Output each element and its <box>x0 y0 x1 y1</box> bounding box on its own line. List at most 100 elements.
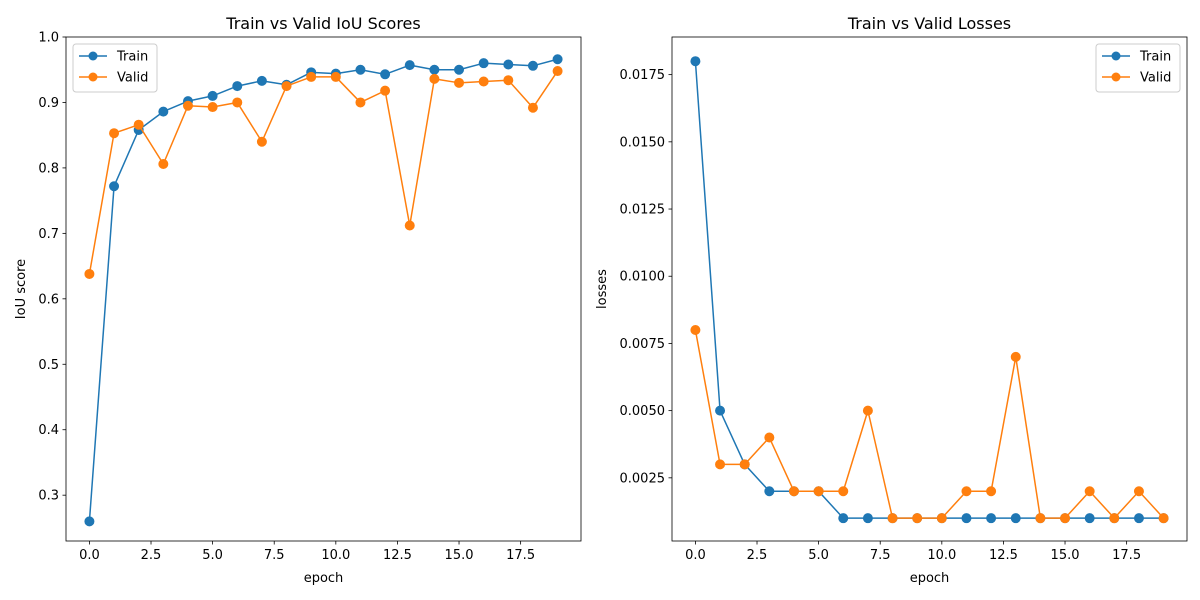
data-point-valid <box>404 220 415 231</box>
x-axis-label: epoch <box>304 571 344 586</box>
legend-label: Train <box>116 50 148 65</box>
y-tick-label: 0.0075 <box>620 337 666 352</box>
data-point-train <box>715 405 726 416</box>
x-tick-label: 17.5 <box>1112 548 1141 563</box>
x-tick-label: 12.5 <box>989 548 1018 563</box>
legend-marker <box>88 51 98 61</box>
data-point-train <box>527 60 538 71</box>
data-point-train <box>207 90 218 101</box>
data-point-train <box>478 58 489 69</box>
y-tick-label: 0.0175 <box>620 68 666 83</box>
data-point-train <box>986 513 997 524</box>
data-point-valid <box>739 459 750 470</box>
legend-marker <box>88 72 98 82</box>
chart-panel-1: 0.0 2.5 5.0 7.5 10.0 12.5 15.0 17.5 0.3 0.4 0.5 0.6… <box>14 14 582 586</box>
x-tick-label: 17.5 <box>506 548 535 563</box>
x-tick-label: 10.0 <box>927 548 956 563</box>
x-tick-label: 5.0 <box>808 548 829 563</box>
data-point-valid <box>961 486 972 497</box>
y-axis-label: IoU score <box>14 259 29 319</box>
x-tick-label: 7.5 <box>264 548 285 563</box>
y-tick-label: 0.8 <box>38 161 59 176</box>
data-point-train <box>862 513 873 524</box>
data-point-train <box>1010 513 1021 524</box>
data-point-valid <box>986 486 997 497</box>
chart-panel-2: 0.0 2.5 5.0 7.5 10.0 12.5 15.0 17.5 0.0025 0.0050… <box>595 14 1188 586</box>
data-point-valid <box>133 119 144 130</box>
x-tick-label: 7.5 <box>870 548 891 563</box>
data-point-train <box>690 56 701 67</box>
data-point-valid <box>527 102 538 113</box>
data-point-valid <box>281 81 292 92</box>
data-point-train <box>429 64 440 75</box>
data-point-valid <box>887 513 898 524</box>
data-point-valid <box>862 405 873 416</box>
data-point-valid <box>478 76 489 87</box>
data-point-valid <box>936 513 947 524</box>
data-point-train <box>961 513 972 524</box>
data-point-train <box>404 60 415 71</box>
y-tick-label: 0.9 <box>38 96 59 111</box>
y-tick-label: 0.0150 <box>620 135 666 150</box>
data-point-valid <box>1109 513 1120 524</box>
data-point-valid <box>788 486 799 497</box>
data-point-train <box>380 69 391 80</box>
x-tick-label: 2.5 <box>141 548 162 563</box>
y-tick-label: 0.3 <box>38 489 59 504</box>
legend-marker <box>1111 72 1121 82</box>
y-tick-label: 0.5 <box>38 358 59 373</box>
legend-label: Valid <box>117 71 148 86</box>
data-point-valid <box>207 102 218 113</box>
x-tick-label: 0.0 <box>79 548 100 563</box>
data-point-valid <box>1010 351 1021 362</box>
data-point-train <box>256 75 267 86</box>
chart-title: Train vs Valid Losses <box>847 14 1011 33</box>
data-point-valid <box>715 459 726 470</box>
x-tick-label: 0.0 <box>685 548 706 563</box>
data-point-valid <box>84 268 95 279</box>
plot-area <box>671 36 1188 542</box>
data-point-valid <box>232 97 243 108</box>
data-point-train <box>1084 513 1095 524</box>
legend-label: Valid <box>1140 71 1171 86</box>
data-point-valid <box>158 158 169 169</box>
y-tick-label: 1.0 <box>38 31 59 46</box>
legend: Train Valid <box>1095 43 1181 93</box>
legend: Train Valid <box>72 43 158 93</box>
data-point-valid <box>429 73 440 84</box>
series-line-valid <box>694 329 1165 519</box>
legend-label: Train <box>1139 50 1171 65</box>
data-point-valid <box>454 77 465 88</box>
data-point-valid <box>690 324 701 335</box>
x-tick-label: 15.0 <box>445 548 474 563</box>
data-point-valid <box>109 128 120 139</box>
data-point-valid <box>330 71 341 82</box>
x-tick-label: 10.0 <box>321 548 350 563</box>
data-point-valid <box>380 85 391 96</box>
y-tick-label: 0.0050 <box>620 404 666 419</box>
data-point-valid <box>1035 513 1046 524</box>
x-axis-label: epoch <box>910 571 950 586</box>
y-tick-label: 0.0100 <box>620 270 666 285</box>
data-point-valid <box>503 75 514 86</box>
data-point-train <box>355 64 366 75</box>
plot-area <box>65 36 582 542</box>
x-tick-label: 2.5 <box>747 548 768 563</box>
data-point-valid <box>912 513 923 524</box>
data-point-train <box>503 59 514 70</box>
y-tick-label: 0.0125 <box>620 203 666 218</box>
data-point-valid <box>1158 513 1169 524</box>
y-axis-label: losses <box>595 269 610 309</box>
legend-marker <box>1111 51 1121 61</box>
data-point-train <box>109 181 120 192</box>
y-tick-label: 0.0025 <box>620 471 666 486</box>
data-point-train <box>838 513 849 524</box>
y-tick-label: 0.7 <box>38 227 59 242</box>
data-point-train <box>1133 513 1144 524</box>
x-tick-label: 15.0 <box>1051 548 1080 563</box>
y-tick-label: 0.4 <box>38 423 59 438</box>
data-point-valid <box>813 486 824 497</box>
data-point-train <box>232 81 243 92</box>
data-point-valid <box>1133 486 1144 497</box>
data-point-valid <box>182 100 193 111</box>
